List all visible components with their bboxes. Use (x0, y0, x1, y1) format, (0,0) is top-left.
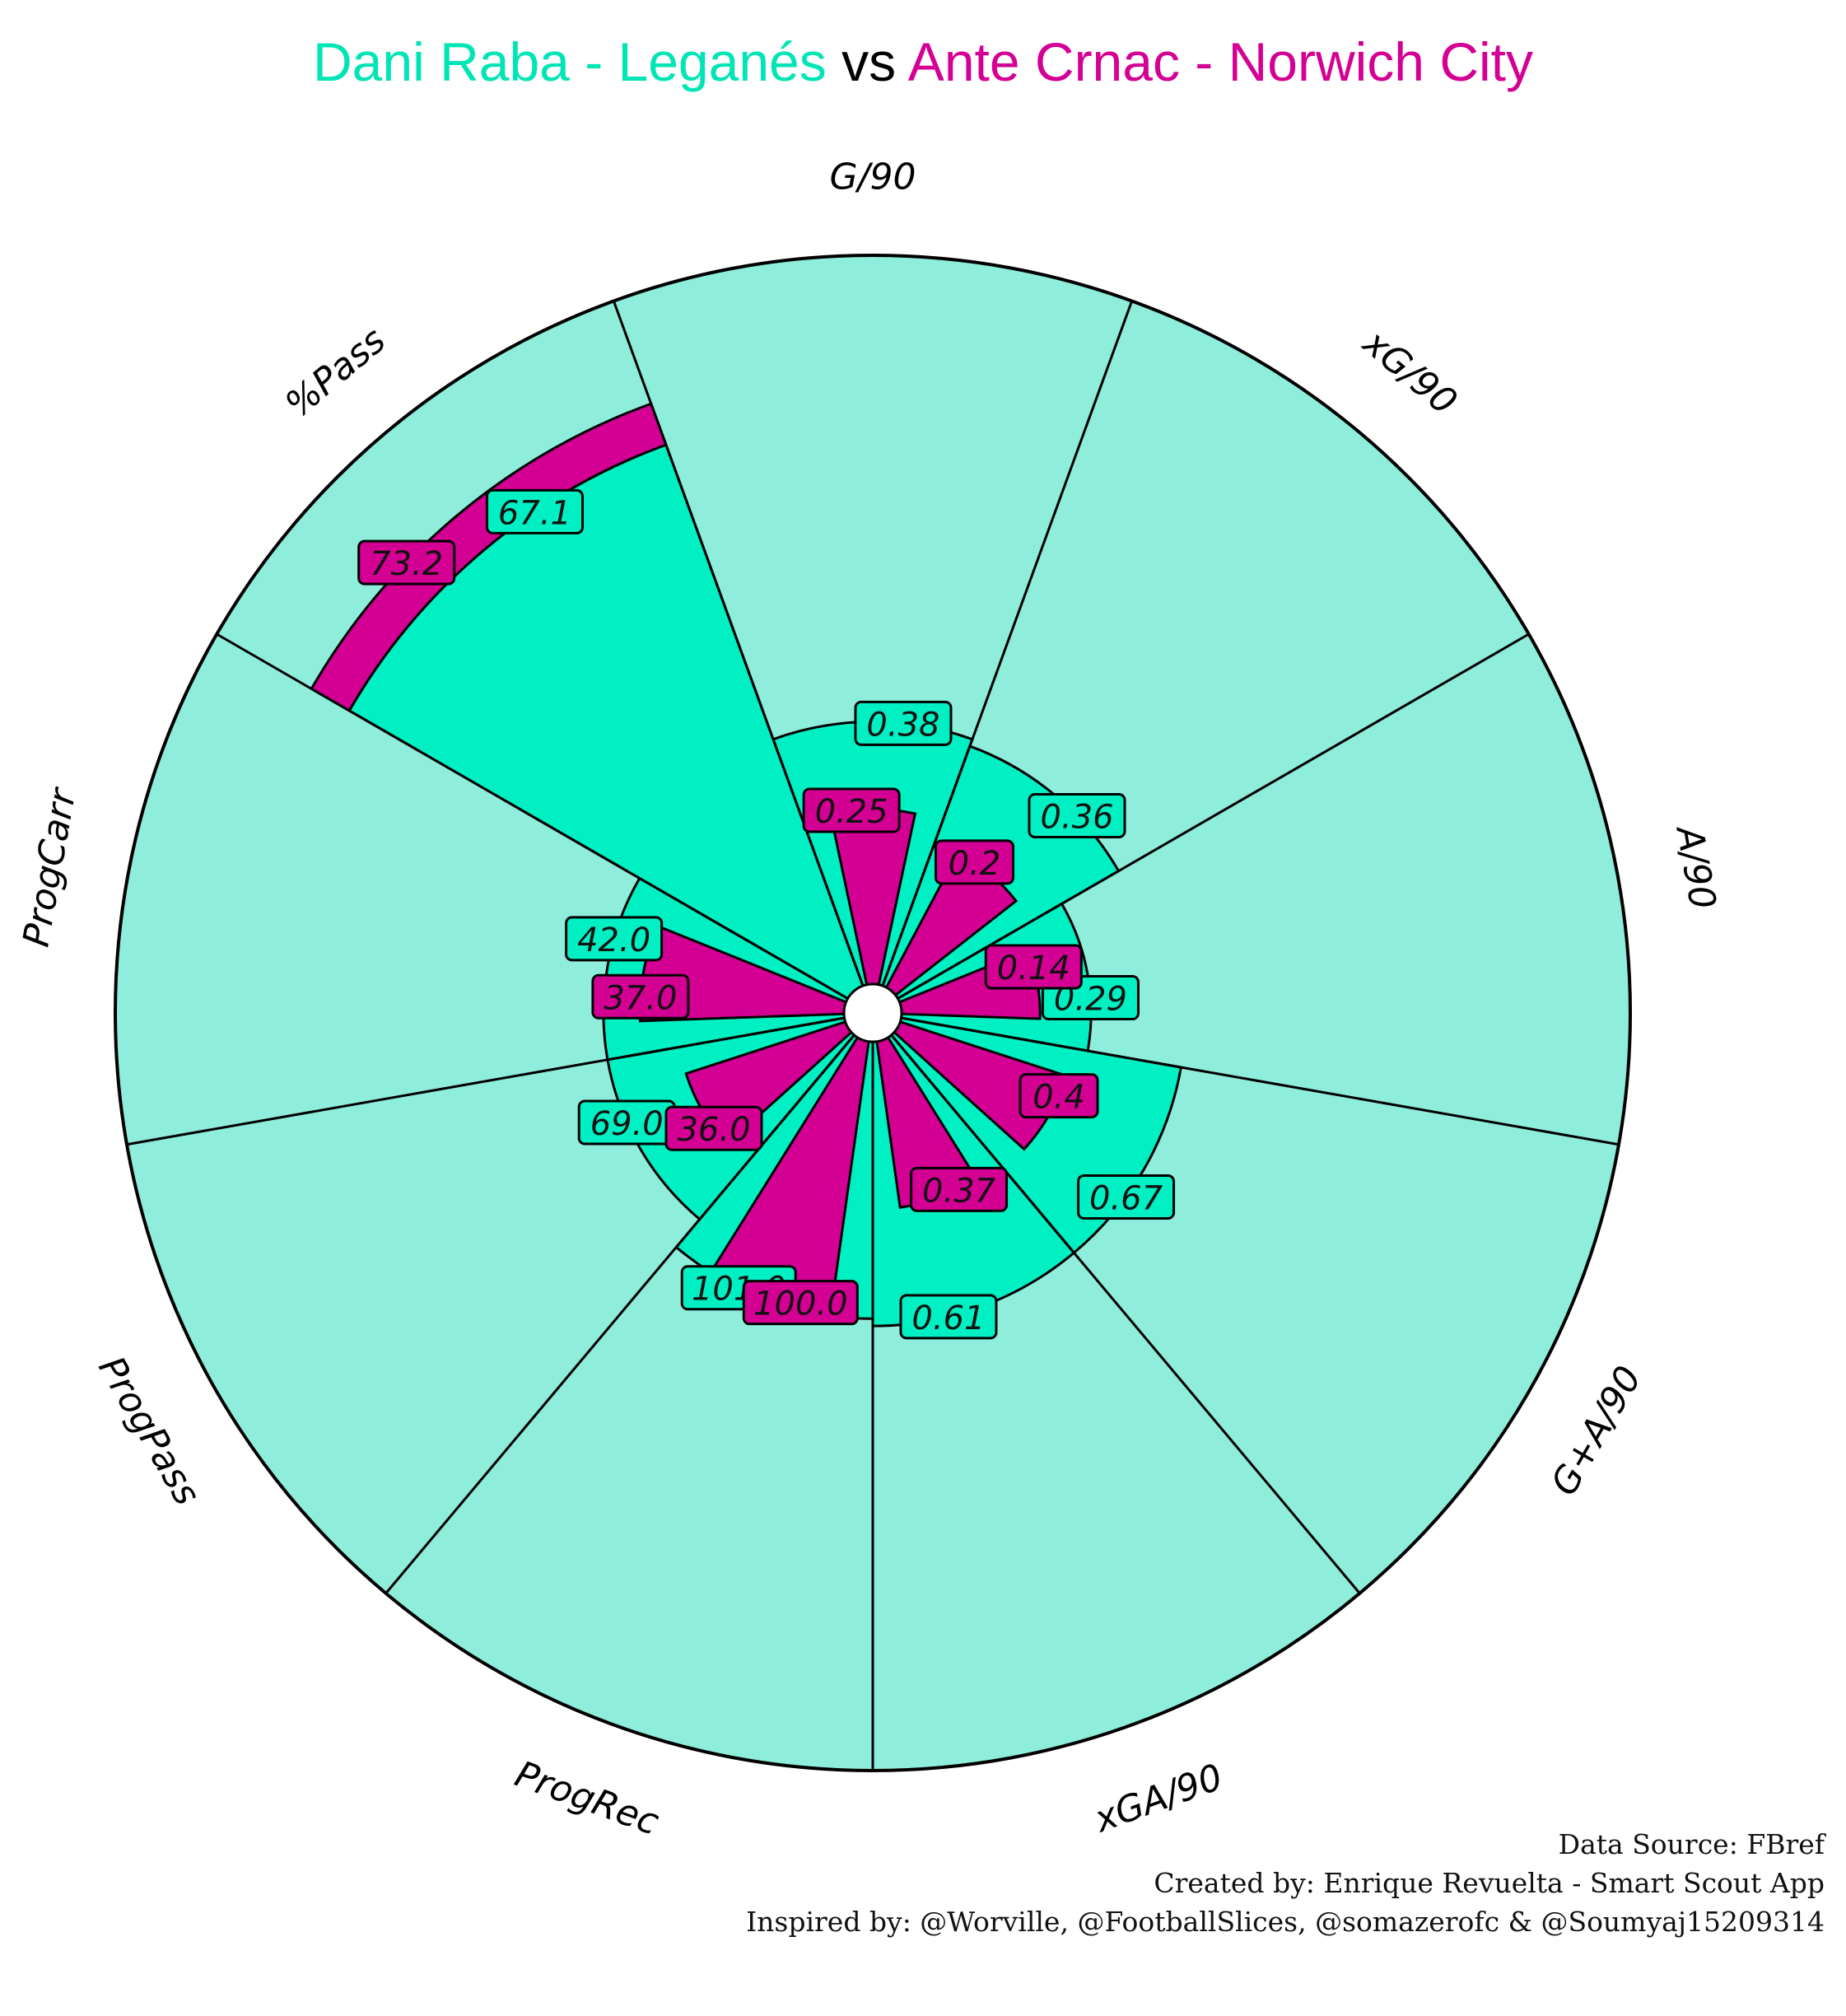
axis-label-progpass: ProgPass (90, 1350, 208, 1513)
player2-value-pctpass: 73.2 (357, 539, 456, 586)
player2-value-text-pctpass: 73.2 (370, 545, 443, 583)
player1-value-box-xga-90 (899, 1294, 998, 1340)
player1-value-text-progcarr: 42.0 (577, 922, 650, 959)
player2-value-progcarr: 37.0 (591, 973, 690, 1020)
divider-4 (890, 1034, 1361, 1594)
bg-slice-g-90 (613, 255, 1132, 987)
divider-3 (901, 1016, 1620, 1146)
player1-value-text-gplusa-90: 0.67 (1089, 1179, 1163, 1217)
player1-value-text-xg-90: 0.36 (1040, 799, 1113, 837)
player1-value-xg-90: 0.36 (1028, 793, 1126, 839)
player2-value-text-progrec: 100.0 (753, 1286, 848, 1323)
player1-value-box-xg-90 (1028, 793, 1126, 839)
player2-value-box-xg-90 (934, 839, 1014, 885)
axis-label-a-90: A/90 (1667, 821, 1723, 912)
player2-value-progrec: 100.0 (742, 1280, 859, 1326)
player1-value-xga-90: 0.61 (899, 1294, 998, 1340)
player2-value-xga-90: 0.37 (910, 1166, 1009, 1212)
player1-value-text-xga-90: 0.61 (911, 1300, 985, 1337)
player2-value-box-gplusa-90 (1019, 1073, 1099, 1119)
player1-value-text-progpass: 69.0 (590, 1105, 664, 1143)
player1-value-gplusa-90: 0.67 (1077, 1174, 1176, 1220)
player2-value-xg-90: 0.2 (934, 839, 1014, 885)
player2-value-g-90: 0.25 (802, 787, 901, 833)
player2-value-labels: 0.25 0.2 0.14 0.4 0.37 100.0 36.0 37.0 73.2 (357, 539, 1099, 1326)
divider-0 (612, 300, 865, 987)
player2-value-box-progcarr (591, 973, 690, 1020)
player2-value-text-progcarr: 37.0 (604, 979, 677, 1017)
player2-value-box-xga-90 (910, 1166, 1009, 1212)
credits: Data Source: FBref Created by: Enrique R… (746, 1825, 1825, 1941)
axis-label-gplusa-90: G+A/90 (1543, 1359, 1650, 1502)
player1-value-pctpass: 67.1 (485, 488, 584, 534)
credit-source: Data Source: FBref (1558, 1828, 1825, 1860)
divider-2 (897, 632, 1530, 1000)
player1-value-box-progcarr (565, 916, 664, 962)
axis-label-xg-90: xG/90 (1354, 321, 1465, 424)
player1-value-progpass: 69.0 (577, 1099, 676, 1146)
title-player2: Ante Crnac - Norwich City (907, 31, 1533, 92)
player2-value-gplusa-90: 0.4 (1019, 1073, 1099, 1119)
axis-label-g-90: G/90 (830, 156, 916, 198)
player1-value-progcarr: 42.0 (565, 916, 664, 962)
title-vs: vs (841, 31, 897, 92)
axis-label-pctpass: %Pass (277, 320, 394, 427)
title-player1: Dani Raba - Leganés (313, 31, 827, 92)
player1-value-box-gplusa-90 (1077, 1174, 1176, 1220)
player2-value-box-g-90 (802, 787, 901, 833)
player1-value-box-g-90 (854, 700, 953, 746)
outer-ring (114, 254, 1632, 1772)
player2-value-a-90: 0.14 (984, 944, 1083, 990)
axis-label-progcarr: ProgCarr (16, 783, 85, 950)
axis-label-progrec: ProgRec (510, 1753, 664, 1844)
chart-title: Dani Raba - Leganés vs Ante Crnac - Norw… (0, 25, 1846, 99)
credit-inspired: Inspired by: @Worville, @FootballSlices,… (746, 1906, 1825, 1938)
divider-6 (385, 1034, 855, 1594)
player2-bars (310, 402, 1069, 1310)
divider-1 (881, 300, 1134, 987)
player2-value-box-progrec (742, 1280, 859, 1326)
player2-value-text-xga-90: 0.37 (922, 1172, 996, 1210)
player1-value-g-90: 0.38 (854, 700, 953, 746)
player2-value-progpass: 36.0 (664, 1105, 763, 1151)
player1-value-box-pctpass (485, 488, 584, 534)
player2-value-text-progpass: 36.0 (677, 1111, 750, 1149)
slice-dividers (126, 300, 1620, 1771)
player2-value-box-pctpass (357, 539, 456, 586)
center-hole (842, 982, 903, 1043)
player2-value-text-gplusa-90: 0.4 (1033, 1079, 1085, 1117)
player2-value-text-a-90: 0.14 (997, 950, 1070, 987)
player2-value-box-progpass (664, 1105, 763, 1151)
player2-value-text-xg-90: 0.2 (949, 845, 1001, 883)
divider-7 (126, 1016, 845, 1146)
credit-created: Created by: Enrique Revuelta - Smart Sco… (1154, 1867, 1825, 1899)
player1-value-text-g-90: 0.38 (866, 706, 939, 744)
player2-value-text-g-90: 0.25 (815, 793, 888, 831)
player1-value-text-pctpass: 67.1 (498, 494, 571, 532)
player2-value-box-a-90 (984, 944, 1083, 990)
divider-8 (216, 632, 849, 1000)
